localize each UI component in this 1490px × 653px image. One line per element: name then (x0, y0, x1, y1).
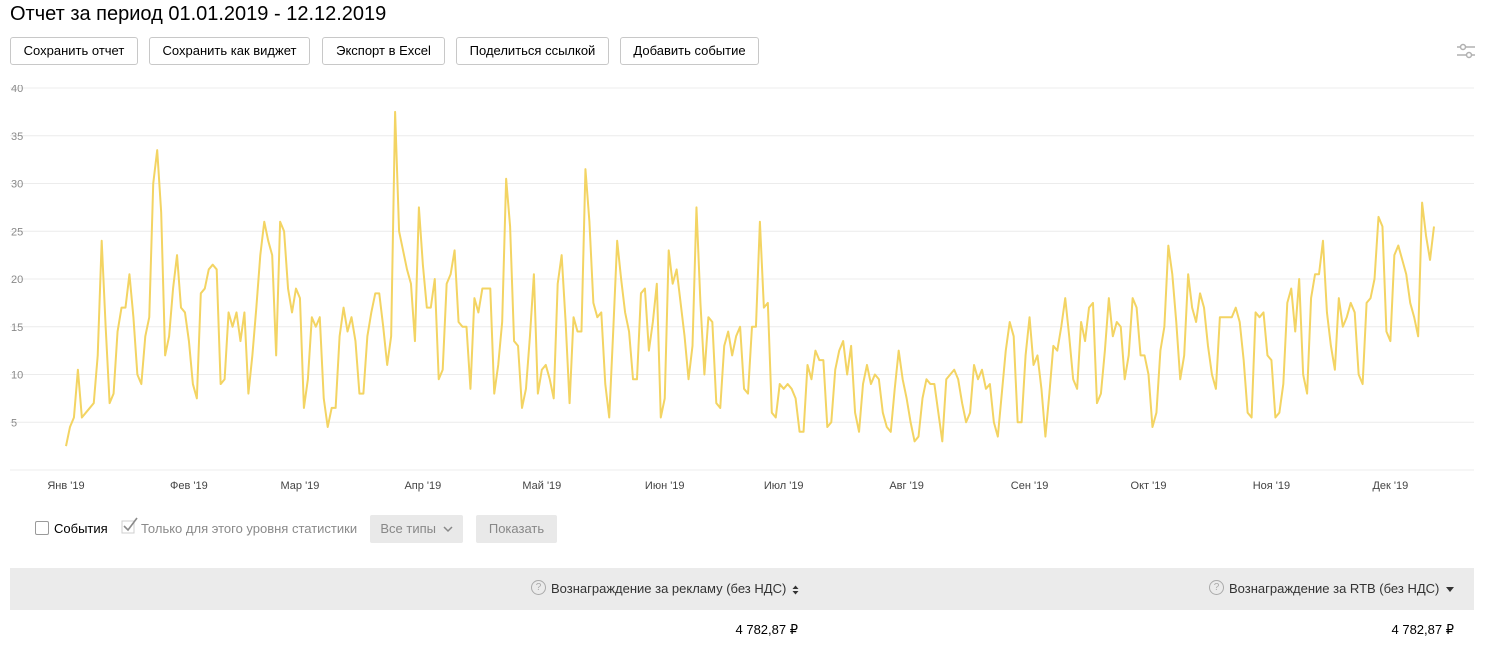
table-row: 4 782,87 ₽ 4 782,87 ₽ (10, 612, 1474, 650)
series-line (65, 110, 1435, 447)
y-tick-label: 25 (11, 226, 23, 238)
table-cell-ad-reward: 4 782,87 ₽ (735, 622, 799, 637)
sliders-icon[interactable] (1456, 42, 1476, 60)
column-header-label: Вознаграждение за RTB (без НДС) (1229, 581, 1440, 596)
x-tick-label: Дек '19 (1372, 480, 1408, 492)
y-tick-label: 10 (11, 370, 23, 382)
x-tick-label: Окт '19 (1131, 480, 1167, 492)
x-tick-label: Май '19 (522, 480, 561, 492)
help-icon[interactable]: ? (1209, 580, 1224, 595)
y-tick-label: 5 (11, 417, 17, 429)
x-tick-label: Апр '19 (404, 480, 441, 492)
export-excel-button[interactable]: Экспорт в Excel (322, 37, 445, 65)
sort-both-icon[interactable] (792, 585, 799, 595)
help-icon[interactable]: ? (531, 580, 546, 595)
chart-controls: События Только для этого уровня статисти… (0, 514, 1490, 544)
checkmark-icon[interactable] (121, 516, 139, 534)
page-title: Отчет за период 01.01.2019 - 12.12.2019 (10, 3, 387, 25)
level-only-label[interactable]: Только для этого уровня статистики (141, 521, 358, 536)
y-tick-label: 15 (11, 322, 23, 334)
x-tick-label: Янв '19 (47, 480, 84, 492)
save-report-button[interactable]: Сохранить отчет (10, 37, 138, 65)
column-header-label: Вознаграждение за рекламу (без НДС) (551, 581, 787, 596)
table-cell-rtb-reward: 4 782,87 ₽ (1391, 622, 1455, 637)
x-tick-label: Сен '19 (1011, 480, 1049, 492)
y-tick-label: 40 (11, 85, 23, 95)
x-tick-label: Фев '19 (170, 480, 208, 492)
events-checkbox[interactable] (35, 521, 49, 535)
types-dropdown-label: Все типы (380, 521, 436, 536)
table-header: ? Вознаграждение за рекламу (без НДС) ? … (10, 568, 1474, 610)
show-button[interactable]: Показать (476, 515, 557, 543)
x-tick-label: Июл '19 (764, 480, 804, 492)
y-tick-label: 30 (11, 179, 23, 191)
x-tick-label: Июн '19 (645, 480, 685, 492)
x-tick-label: Мар '19 (280, 480, 319, 492)
x-tick-label: Ноя '19 (1253, 480, 1290, 492)
types-dropdown[interactable]: Все типы (370, 515, 463, 543)
y-tick-label: 20 (11, 274, 23, 286)
line-chart: 5 10 15 20 25 30 35 40 Янв '19 Фев '19 Мар '19 Апр … (10, 85, 1474, 492)
chevron-down-icon (443, 526, 453, 533)
chart: 5 10 15 20 25 30 35 40 Янв '19 Фев '19 Мар '19 Апр … (0, 85, 1490, 500)
y-tick-label: 35 (11, 131, 23, 143)
column-header-rtb-reward[interactable]: Вознаграждение за RTB (без НДС) (1229, 581, 1454, 596)
save-as-widget-button[interactable]: Сохранить как виджет (149, 37, 310, 65)
share-link-button[interactable]: Поделиться ссылкой (456, 37, 609, 65)
column-header-ad-reward[interactable]: Вознаграждение за рекламу (без НДС) (551, 581, 799, 596)
sort-desc-icon[interactable] (1445, 586, 1454, 593)
events-checkbox-label[interactable]: События (54, 521, 108, 536)
add-event-button[interactable]: Добавить событие (620, 37, 759, 65)
x-tick-label: Авг '19 (889, 480, 924, 492)
